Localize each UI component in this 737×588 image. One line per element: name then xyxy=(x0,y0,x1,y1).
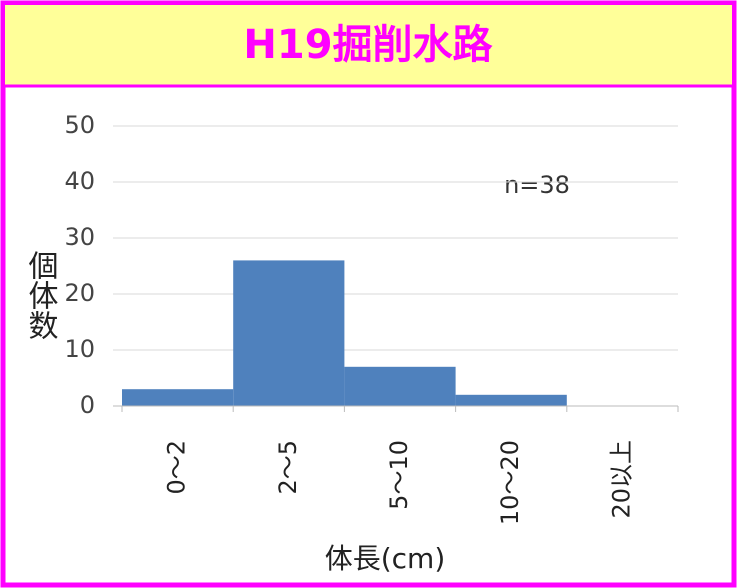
x-tick-label: 5～10 xyxy=(385,440,413,510)
x-tick-label: 10～20 xyxy=(496,440,524,525)
bar xyxy=(233,260,345,406)
x-tick-label: 20以上 xyxy=(607,440,635,519)
y-tick-label: 50 xyxy=(64,111,95,139)
bar xyxy=(344,366,456,406)
chart-title: H19掘削水路 xyxy=(243,22,493,68)
annotation: n=38 xyxy=(504,171,570,199)
y-tick-label: 10 xyxy=(64,335,95,363)
y-tick-label: 0 xyxy=(80,391,95,419)
bar xyxy=(122,389,234,406)
x-axis-label: 体長(cm) xyxy=(325,542,446,575)
y-tick-label: 40 xyxy=(64,167,95,195)
x-tick-label: 0～2 xyxy=(163,440,191,495)
y-axis-label: 個体数 xyxy=(23,250,59,340)
title-box xyxy=(5,5,732,85)
x-tick-label: 2～5 xyxy=(274,440,302,495)
bar xyxy=(455,394,567,406)
y-tick-label: 20 xyxy=(64,279,95,307)
y-tick-label: 30 xyxy=(64,223,95,251)
